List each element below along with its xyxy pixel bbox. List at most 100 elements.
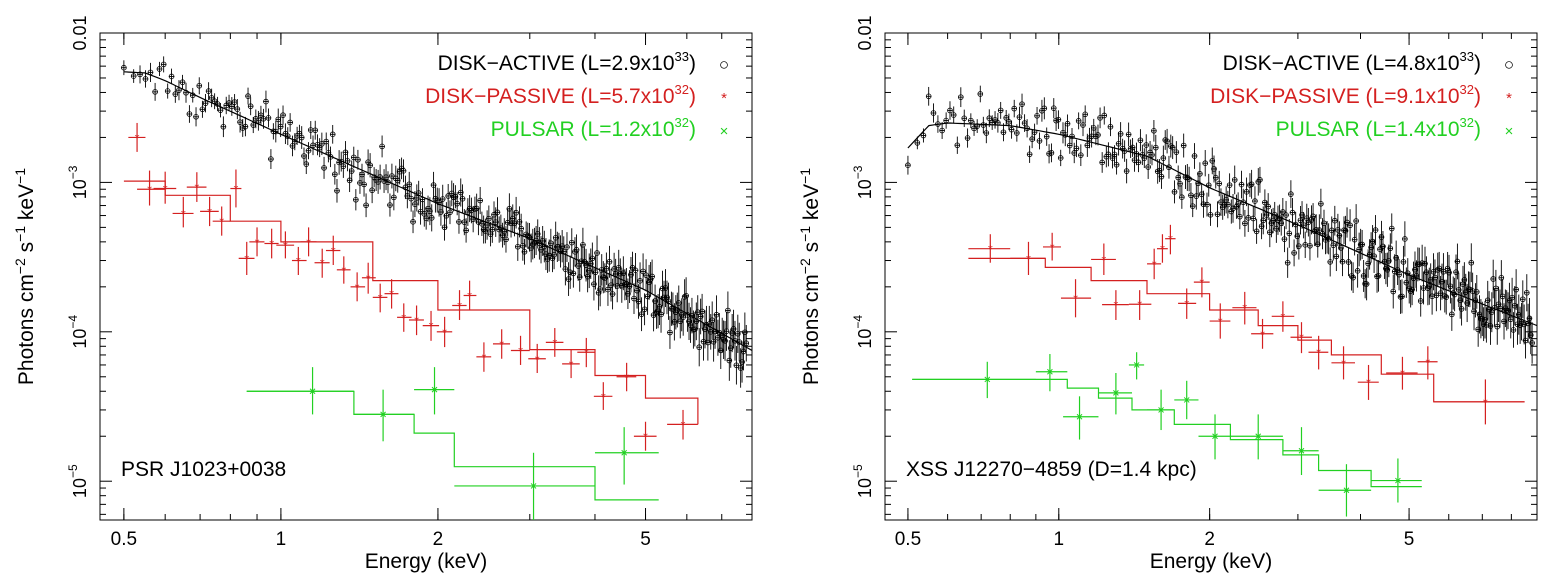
- data-point: [706, 321, 713, 327]
- data-point: [332, 171, 338, 178]
- data-point: [284, 133, 291, 139]
- data-point: [1263, 212, 1270, 218]
- data-point: [675, 300, 682, 306]
- data-point: [1230, 205, 1236, 212]
- data-point: [419, 196, 426, 203]
- data-point: [1223, 197, 1229, 203]
- data-point: [1335, 227, 1341, 233]
- data-point: [1273, 225, 1280, 232]
- data-point: [202, 100, 209, 107]
- data-point: [1207, 212, 1214, 218]
- data-point: [689, 312, 695, 319]
- data-point: [400, 168, 407, 174]
- data-point: [1141, 155, 1148, 161]
- data-point: [468, 207, 475, 214]
- data-point: *: [1184, 297, 1189, 311]
- data-point: [214, 101, 221, 107]
- data-point: [687, 322, 694, 328]
- data-point: *: [1168, 233, 1173, 247]
- data-point: [1014, 130, 1020, 136]
- x-tick-label: 5: [640, 529, 651, 550]
- x-axis-label: Energy (keV): [365, 550, 488, 573]
- data-point: [211, 98, 218, 105]
- data-point: [958, 94, 964, 100]
- data-point: [520, 242, 526, 249]
- data-point: [920, 132, 927, 139]
- data-point: *: [255, 236, 260, 250]
- data-point: [443, 213, 450, 219]
- data-point: [361, 181, 367, 188]
- data-point: [1433, 292, 1440, 299]
- data-point: [205, 88, 212, 94]
- data-point: [602, 275, 608, 281]
- data-point: [539, 238, 546, 244]
- data-point: [394, 177, 401, 184]
- data-point: [1062, 132, 1069, 138]
- data-point: [1240, 199, 1247, 206]
- data-point: [521, 248, 528, 255]
- series-star: * * * * * * * * * * * * * * * * * * * * * * * * * * * * * * * * * * * * * *: [123, 122, 699, 451]
- data-point: [1257, 177, 1263, 183]
- data-point: [1082, 111, 1088, 118]
- data-point: [1527, 332, 1534, 338]
- data-point: [431, 386, 438, 393]
- data-point: [1248, 181, 1255, 188]
- data-point: [263, 98, 269, 105]
- data-point: [1117, 131, 1124, 137]
- data-point: [646, 279, 652, 286]
- data-point: [1156, 167, 1163, 174]
- data-point: [1368, 244, 1374, 251]
- data-point: [587, 260, 594, 267]
- data-point: [586, 267, 593, 274]
- data-point: [631, 295, 637, 302]
- data-point: [511, 220, 518, 227]
- data-point: [367, 162, 373, 169]
- data-point: [1047, 368, 1053, 375]
- data-point: [709, 317, 715, 324]
- data-point: [445, 193, 451, 199]
- data-point: [1026, 151, 1033, 158]
- data-point: [589, 255, 596, 262]
- data-point: [355, 156, 361, 163]
- data-point: [1243, 189, 1250, 195]
- data-point: *: [147, 183, 152, 197]
- data-point: [439, 196, 446, 202]
- legend-marker: ○: [719, 55, 729, 74]
- data-point: [1375, 273, 1382, 279]
- data-point: [501, 228, 508, 235]
- data-point: [369, 187, 375, 194]
- data-point: *: [1160, 243, 1165, 257]
- data-point: [513, 209, 519, 216]
- data-point: [406, 181, 413, 188]
- data-point: [653, 309, 660, 315]
- data-point: [404, 193, 411, 199]
- data-point: [715, 334, 721, 341]
- data-point: [1169, 144, 1176, 151]
- data-point: [189, 92, 196, 99]
- data-point: [245, 93, 251, 99]
- data-point: [1152, 144, 1159, 151]
- legend-entry: PULSAR (L=1.4x1032) ×: [1276, 115, 1514, 141]
- data-point: [526, 234, 533, 241]
- data-point: [479, 221, 485, 227]
- data-point: *: [234, 183, 239, 197]
- x-axis-label: Energy (keV): [1150, 550, 1273, 573]
- x-tick-label: 2: [433, 529, 444, 550]
- data-point: [950, 112, 957, 118]
- data-point: [1105, 151, 1112, 158]
- data-point: *: [135, 131, 140, 145]
- data-point: [725, 307, 731, 314]
- data-point: [1125, 131, 1132, 138]
- data-point: [1075, 118, 1082, 124]
- data-point: [387, 202, 393, 208]
- data-point: [350, 154, 357, 161]
- data-point: [534, 231, 541, 237]
- data-point: [1198, 191, 1205, 198]
- data-point: [1031, 129, 1038, 135]
- data-point: [575, 263, 581, 269]
- data-point: [974, 123, 980, 129]
- data-point: [1078, 152, 1084, 158]
- data-point: [699, 308, 705, 315]
- data-point: [565, 276, 572, 282]
- data-point: *: [1299, 331, 1304, 345]
